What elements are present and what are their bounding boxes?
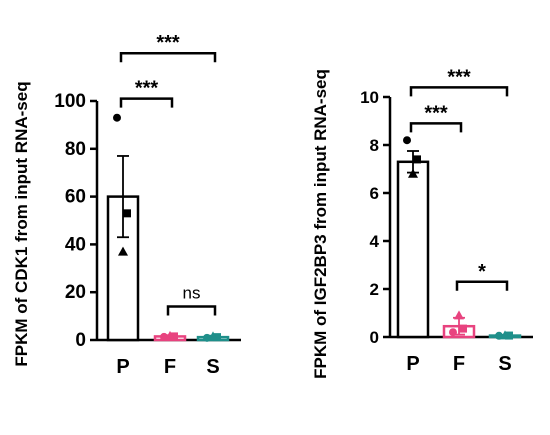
data-point-S [500,330,510,340]
data-point-F [459,324,467,333]
data-point-P [123,209,131,218]
significance-bracket [409,86,509,97]
significance-label: *** [424,102,448,124]
y-tick-label: 0 [75,330,86,351]
significance-label: * [478,261,486,283]
significance-label: *** [135,78,159,100]
data-point-P [118,246,128,256]
data-point-P [408,168,418,178]
data-point-P [403,136,411,145]
y-tick-label: 6 [370,184,379,203]
y-tick-label: 8 [370,136,379,155]
igf2bp3-panel: FPKM of IGF2BP3 from input RNA-seq 0 2 4 6 8… [311,66,533,379]
y-tick-label: 40 [65,234,86,255]
significance-bracket [409,122,463,133]
significance-label: ns [183,284,201,303]
y-tick-label: 4 [370,232,380,251]
cdk1-panel: FPKM of CDK1 from input RNA-seq 0 20 40 60 8… [12,32,241,378]
significance-bracket [119,51,217,63]
bar-P [396,160,430,339]
significance-bracket [119,97,174,108]
data-point-F [454,310,464,320]
data-point-F [449,328,457,337]
x-tick-label-S: S [206,356,219,378]
significance-label: *** [156,32,180,54]
data-point-S [208,331,218,341]
x-tick-label-F: F [453,353,465,375]
y-tick-label: 80 [65,139,86,160]
cdk1-y-axis-label: FPKM of CDK1 from input RNA-seq [12,81,31,366]
data-point-F [170,332,178,341]
y-tick-label: 20 [65,282,86,303]
data-point-P [413,155,421,164]
significance-bracket [166,305,217,316]
y-tick-label: 0 [370,328,379,347]
x-tick-label-P: P [406,353,419,375]
data-point-F [165,330,175,340]
y-tick-label: 10 [360,88,379,107]
y-tick-label: 60 [65,187,86,208]
x-tick-label-P: P [116,356,129,378]
data-point-S [505,331,513,340]
y-tick-label: 100 [54,91,86,112]
significance-bracket [455,280,509,291]
igf2bp3-y-axis-label: FPKM of IGF2BP3 from input RNA-seq [311,69,330,379]
y-tick-label: 2 [370,280,379,299]
significance-label: *** [447,66,471,88]
x-tick-label-S: S [498,353,511,375]
data-point-P [113,113,121,122]
x-tick-label-F: F [164,356,176,378]
data-point-S [213,333,221,342]
